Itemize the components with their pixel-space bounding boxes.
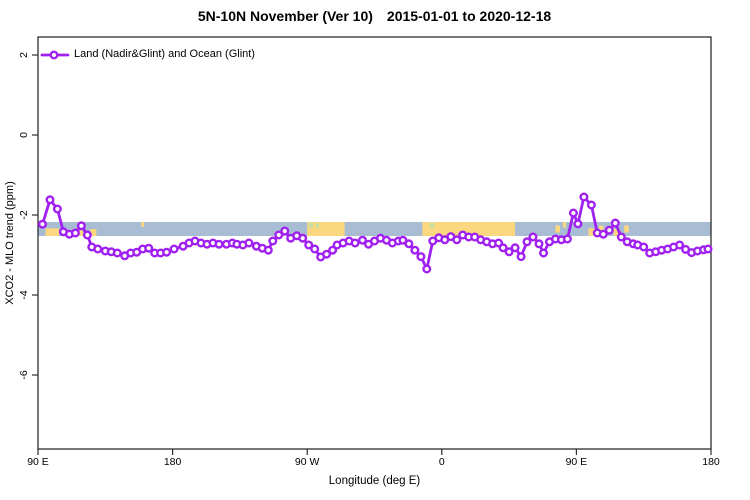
data-point-marker [82,230,92,240]
data-point-marker [93,244,103,254]
data-point-marker [280,226,290,236]
data-point-marker [522,237,532,247]
y-axis-title: XCO2 - MLO trend (ppm) [4,181,16,305]
land-segment [90,229,97,236]
data-point-marker [144,243,154,253]
data-point-marker [45,195,55,205]
chart-title-region: 5N-10N November (Ver 10) [197,8,373,24]
data-point-marker [70,228,80,238]
y-tick-label-0: 0 [18,132,30,138]
y-tick-label--2: -2 [18,210,30,220]
data-point-marker [573,219,583,229]
land-segment [555,225,560,233]
data-point-marker [579,192,589,202]
land-segment [45,228,59,236]
data-point-marker [675,240,685,250]
data-point-marker [310,244,320,254]
data-point-marker [76,221,86,231]
vegetation-segment [308,223,314,228]
legend-label: Land (Nadir&Glint) and Ocean (Glint) [74,48,255,60]
data-point-marker [422,264,432,274]
data-point-marker [534,239,544,249]
data-point-marker [598,229,608,239]
data-point-marker [404,239,414,249]
data-point-marker [304,240,314,250]
land-segment [598,225,604,233]
data-point-marker [169,244,179,254]
vegetation-segment [429,223,435,228]
data-point-marker [452,235,462,245]
data-point-marker [568,208,578,218]
data-point-marker [214,239,224,249]
data-point-marker [162,247,172,257]
data-point-marker [244,238,254,248]
land-segment [624,225,629,233]
data-point-marker [268,236,278,246]
data-point-marker [52,204,62,214]
x-tick-label-90e-left: 90 E [27,456,49,468]
data-point-marker [586,200,596,210]
data-point-marker [358,235,368,245]
data-point-marker [410,245,420,255]
legend-marker-sample [49,50,59,60]
land-segment [141,222,145,227]
data-point-marker [328,245,338,255]
x-tick-label-90e-right: 90 E [565,456,588,468]
x-tick-label-0: 0 [438,456,445,468]
chart-title: 5N-10N November (Ver 10) 2015-01-01 to 2… [38,8,711,24]
data-point-marker [604,225,614,235]
x-axis-title: Longitude (deg E) [328,475,421,487]
data-point-marker [539,248,549,258]
land-segment [588,228,595,236]
x-tick-label-90w: 90 W [294,456,320,468]
vegetation-segment [316,223,320,228]
data-point-marker [516,252,526,262]
y-tick-label-2: 2 [18,52,30,58]
land-segment [613,229,619,236]
data-point-marker [274,230,284,240]
land-segment [422,222,516,236]
data-point-marker [504,247,514,257]
chart-title-dates: 2015-01-01 to 2020-12-18 [386,8,552,24]
data-point-marker [639,242,649,252]
data-point-marker [510,243,520,253]
data-point-marker [112,248,122,258]
y-tick-label--6: -6 [18,370,30,380]
ocean-band [38,222,711,236]
data-point-marker [528,232,538,242]
x-tick-label-180-right: 180 [702,456,720,468]
data-point-marker [498,243,508,253]
data-point-marker [616,232,626,242]
data-point-marker [610,218,620,228]
plot-border [37,36,712,450]
data-point-marker [350,238,360,248]
data-point-marker [562,234,572,244]
data-point-marker [298,233,308,243]
data-point-marker [322,249,332,259]
data-point-marker [416,252,426,262]
data-point-marker [263,245,273,255]
x-tick-label-180-left: 180 [163,456,182,468]
data-point-marker [703,244,713,254]
y-tick-label--4: -4 [18,290,30,300]
data-point-marker [38,219,48,229]
land-segment [562,222,566,228]
